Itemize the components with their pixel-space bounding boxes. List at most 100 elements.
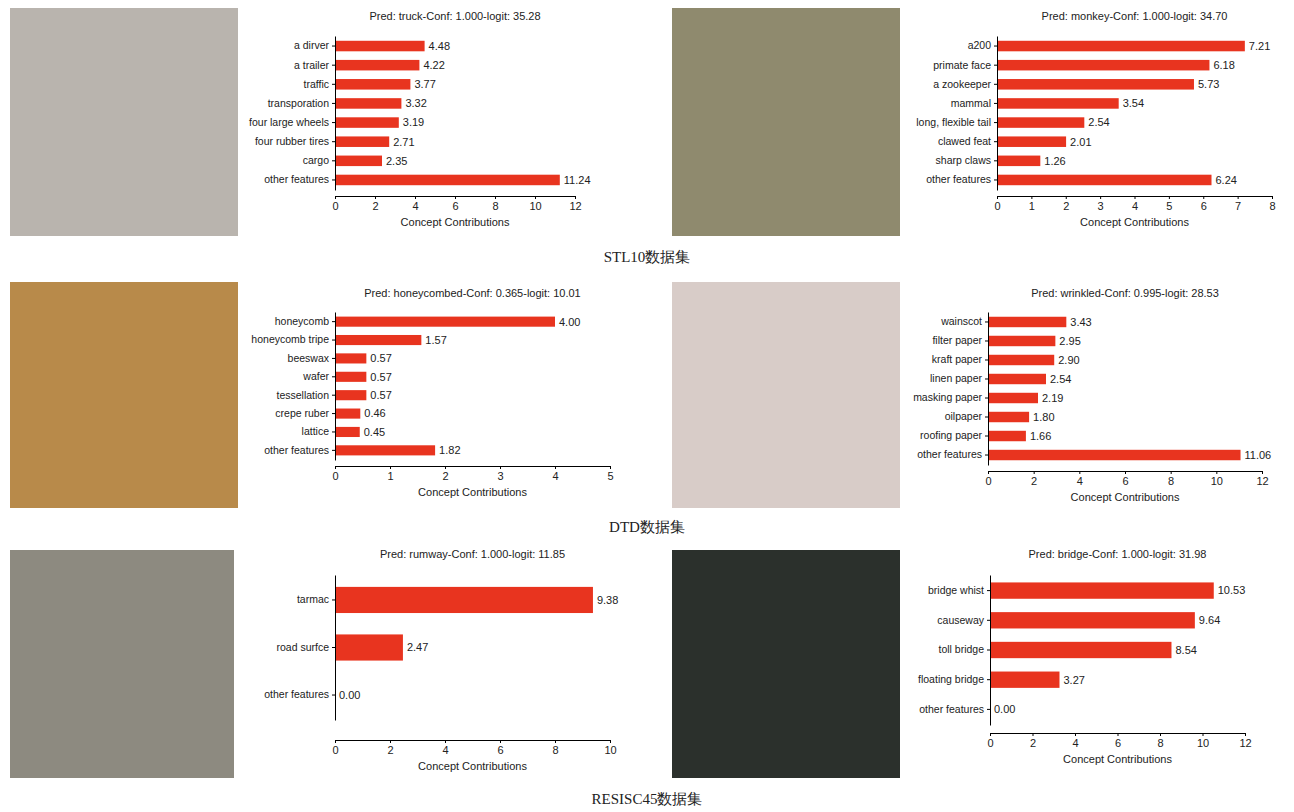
tick-mark xyxy=(985,436,988,437)
category-label: other features xyxy=(926,173,991,185)
panel: Pred: truck-Conf: 1.000-logit: 35.284.48… xyxy=(249,10,590,228)
bar xyxy=(335,634,403,660)
tick-mark xyxy=(332,340,335,341)
category-label: causeway xyxy=(937,614,984,626)
bar xyxy=(997,117,1084,128)
bar xyxy=(335,98,401,109)
bar xyxy=(990,642,1171,658)
tick-mark xyxy=(332,395,335,396)
data-label: 3.27 xyxy=(1063,674,1084,686)
category-label: beeswax xyxy=(288,352,330,364)
data-labels: 9.382.470.00 xyxy=(339,594,618,701)
data-labels: 3.432.952.902.542.191.801.6611.06 xyxy=(1030,316,1271,461)
tick-label: 10 xyxy=(1211,475,1223,487)
data-label: 3.43 xyxy=(1070,316,1091,328)
panel: Pred: monkey-Conf: 1.000-logit: 34.707.2… xyxy=(916,10,1275,228)
tick-mark xyxy=(1216,471,1217,474)
image-placeholder xyxy=(10,8,238,236)
chart-title: Pred: monkey-Conf: 1.000-logit: 34.70 xyxy=(1042,10,1228,22)
tick-mark xyxy=(535,196,536,199)
tick-mark xyxy=(1169,196,1170,199)
category-label: clawed feat xyxy=(938,135,991,147)
tick-label: 0 xyxy=(332,744,338,756)
tick: other features xyxy=(926,173,997,185)
tick: primate face xyxy=(933,59,997,71)
category-label: filter paper xyxy=(932,334,982,346)
tick-mark xyxy=(987,679,990,680)
tick-label: 2 xyxy=(387,744,393,756)
category-label: crepe ruber xyxy=(275,407,329,419)
tick-label: 6 xyxy=(1201,200,1207,212)
tick-mark xyxy=(1100,196,1101,199)
tick: 10 xyxy=(529,196,541,212)
tick-label: 2 xyxy=(1030,737,1036,749)
bar xyxy=(335,335,421,345)
panel: Pred: wrinkled-Conf: 0.995-logit: 28.533… xyxy=(913,287,1271,503)
tick-mark xyxy=(332,431,335,432)
tick-label: 4 xyxy=(412,200,418,212)
category-label: bridge whist xyxy=(928,584,984,596)
bars xyxy=(988,317,1241,460)
data-label: 1.66 xyxy=(1030,430,1051,442)
bar xyxy=(997,41,1245,52)
data-label: 2.54 xyxy=(1050,373,1071,385)
axis-title: Concept Contributions xyxy=(1063,753,1172,765)
tick-mark xyxy=(985,417,988,418)
bar xyxy=(335,79,410,90)
tick-mark xyxy=(610,740,611,743)
tick-label: 4 xyxy=(552,470,558,482)
image-placeholder xyxy=(10,282,238,508)
tick: beeswax xyxy=(288,352,335,364)
tick-label: 12 xyxy=(1256,475,1268,487)
value-axis: 0246810 xyxy=(332,740,616,756)
tick-mark xyxy=(994,46,997,47)
image-placeholder xyxy=(672,282,900,508)
tick-mark xyxy=(332,695,335,696)
tick-label: 8 xyxy=(1157,737,1163,749)
tick-mark xyxy=(332,141,335,142)
data-label: 2.01 xyxy=(1070,136,1091,148)
chart-title: Pred: honeycombed-Conf: 0.365-logit: 10.… xyxy=(364,287,580,299)
tick-mark xyxy=(1034,471,1035,474)
axis-title: Concept Contributions xyxy=(418,760,527,772)
category-label: floating bridge xyxy=(918,673,984,685)
bar xyxy=(990,612,1195,628)
tick-mark xyxy=(1066,196,1067,199)
bar xyxy=(335,427,360,437)
tick: honeycomb tripe xyxy=(251,333,335,345)
tick: filter paper xyxy=(932,334,988,346)
panel: Pred: rumway-Conf: 1.000-logit: 11.859.3… xyxy=(264,548,618,772)
data-label: 2.90 xyxy=(1058,354,1079,366)
tick-mark xyxy=(985,321,988,322)
bar xyxy=(335,136,389,147)
tick: 10 xyxy=(1211,471,1223,487)
data-label: 3.19 xyxy=(403,116,424,128)
category-label: traffic xyxy=(304,78,329,90)
tick-mark xyxy=(985,455,988,456)
tick: 4 xyxy=(1132,196,1138,212)
category-label: a dirver xyxy=(294,39,330,51)
data-label: 11.06 xyxy=(1245,449,1272,461)
data-label: 0.46 xyxy=(364,407,385,419)
tick-mark xyxy=(1135,196,1136,199)
data-label: 9.64 xyxy=(1199,614,1220,626)
data-label: 0.57 xyxy=(370,371,391,383)
category-label: mammal xyxy=(951,97,991,109)
tick: 4 xyxy=(442,740,448,756)
tick-mark xyxy=(495,196,496,199)
axis-title: Concept Contributions xyxy=(1080,216,1189,228)
tick: 4 xyxy=(1072,733,1078,749)
tick-mark xyxy=(987,620,990,621)
tick: 4 xyxy=(552,466,558,482)
image-placeholder xyxy=(672,550,900,778)
tick-label: 8 xyxy=(1168,475,1174,487)
tick: 0 xyxy=(987,733,993,749)
figure: STL10数据集DTD数据集RESISC45数据集Pred: truck-Con… xyxy=(0,0,1294,812)
tick-mark xyxy=(332,84,335,85)
data-label: 3.32 xyxy=(405,97,426,109)
bar xyxy=(997,156,1040,167)
panel: Pred: bridge-Conf: 1.000-logit: 31.9810.… xyxy=(918,548,1252,765)
data-label: 0.45 xyxy=(364,426,385,438)
tick: other features xyxy=(917,448,988,460)
tick-label: 3 xyxy=(497,470,503,482)
